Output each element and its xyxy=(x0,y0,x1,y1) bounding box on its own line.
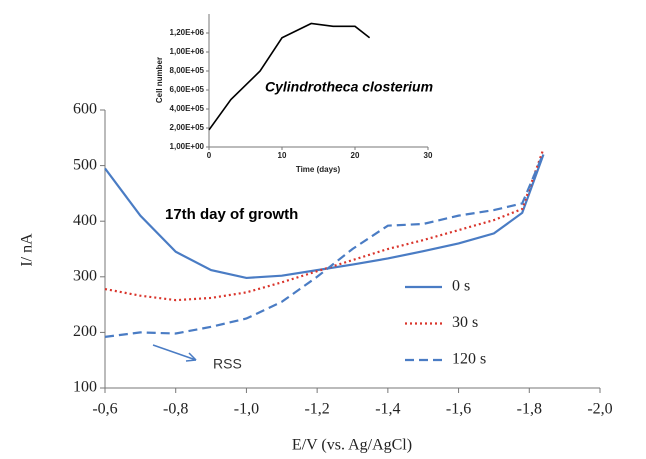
x-tick-label: 10 xyxy=(278,151,287,160)
y-tick-label: 600 xyxy=(73,101,97,118)
y-tick-label: 1,20E+06 xyxy=(170,28,205,37)
annotation: RSS xyxy=(213,356,242,372)
inset-title: Cylindrotheca closterium xyxy=(265,79,433,95)
y-tick-label: 300 xyxy=(73,267,97,284)
y-tick-label: 1,00E+00 xyxy=(170,142,205,151)
y-axis-title: I/ nA xyxy=(19,233,36,267)
x-tick-label: -0,6 xyxy=(92,401,117,418)
arrow-head xyxy=(185,352,197,362)
x-tick-label: 30 xyxy=(424,151,433,160)
x-tick-label: -1,4 xyxy=(375,401,400,418)
y-tick-label: 6,00E+05 xyxy=(170,85,205,94)
inset-y-title: Cell number xyxy=(155,57,164,103)
arrow xyxy=(152,344,197,361)
annotation: 17th day of growth xyxy=(165,206,298,223)
line xyxy=(104,148,545,302)
y-tick-label: 100 xyxy=(73,379,97,396)
x-tick-label: -1,8 xyxy=(517,401,542,418)
legend-label: 120 s xyxy=(452,351,486,368)
x-tick-label: -1,6 xyxy=(446,401,471,418)
x-tick-label: 20 xyxy=(351,151,360,160)
legend-label: 0 s xyxy=(452,278,470,295)
y-tick-label: 500 xyxy=(73,156,97,173)
x-axis-title: E/V (vs. Ag/AgCl) xyxy=(292,437,412,454)
y-tick-label: 200 xyxy=(73,323,97,340)
x-tick-label: -1,2 xyxy=(304,401,329,418)
line xyxy=(104,152,545,338)
x-tick-label: -2,0 xyxy=(587,401,612,418)
y-tick-label: 1,00E+06 xyxy=(170,47,205,56)
line xyxy=(208,22,371,131)
y-tick-label: 4,00E+05 xyxy=(170,104,205,113)
y-tick-label: 2,00E+05 xyxy=(170,123,205,132)
x-tick-label: -0,8 xyxy=(163,401,188,418)
x-tick-label: -1,0 xyxy=(234,401,259,418)
inset-x-title: Time (days) xyxy=(296,165,341,174)
line xyxy=(104,154,545,280)
y-tick-label: 400 xyxy=(73,212,97,229)
legend-label: 30 s xyxy=(452,314,478,331)
x-tick-label: 0 xyxy=(207,151,212,160)
y-tick-label: 8,00E+05 xyxy=(170,66,205,75)
